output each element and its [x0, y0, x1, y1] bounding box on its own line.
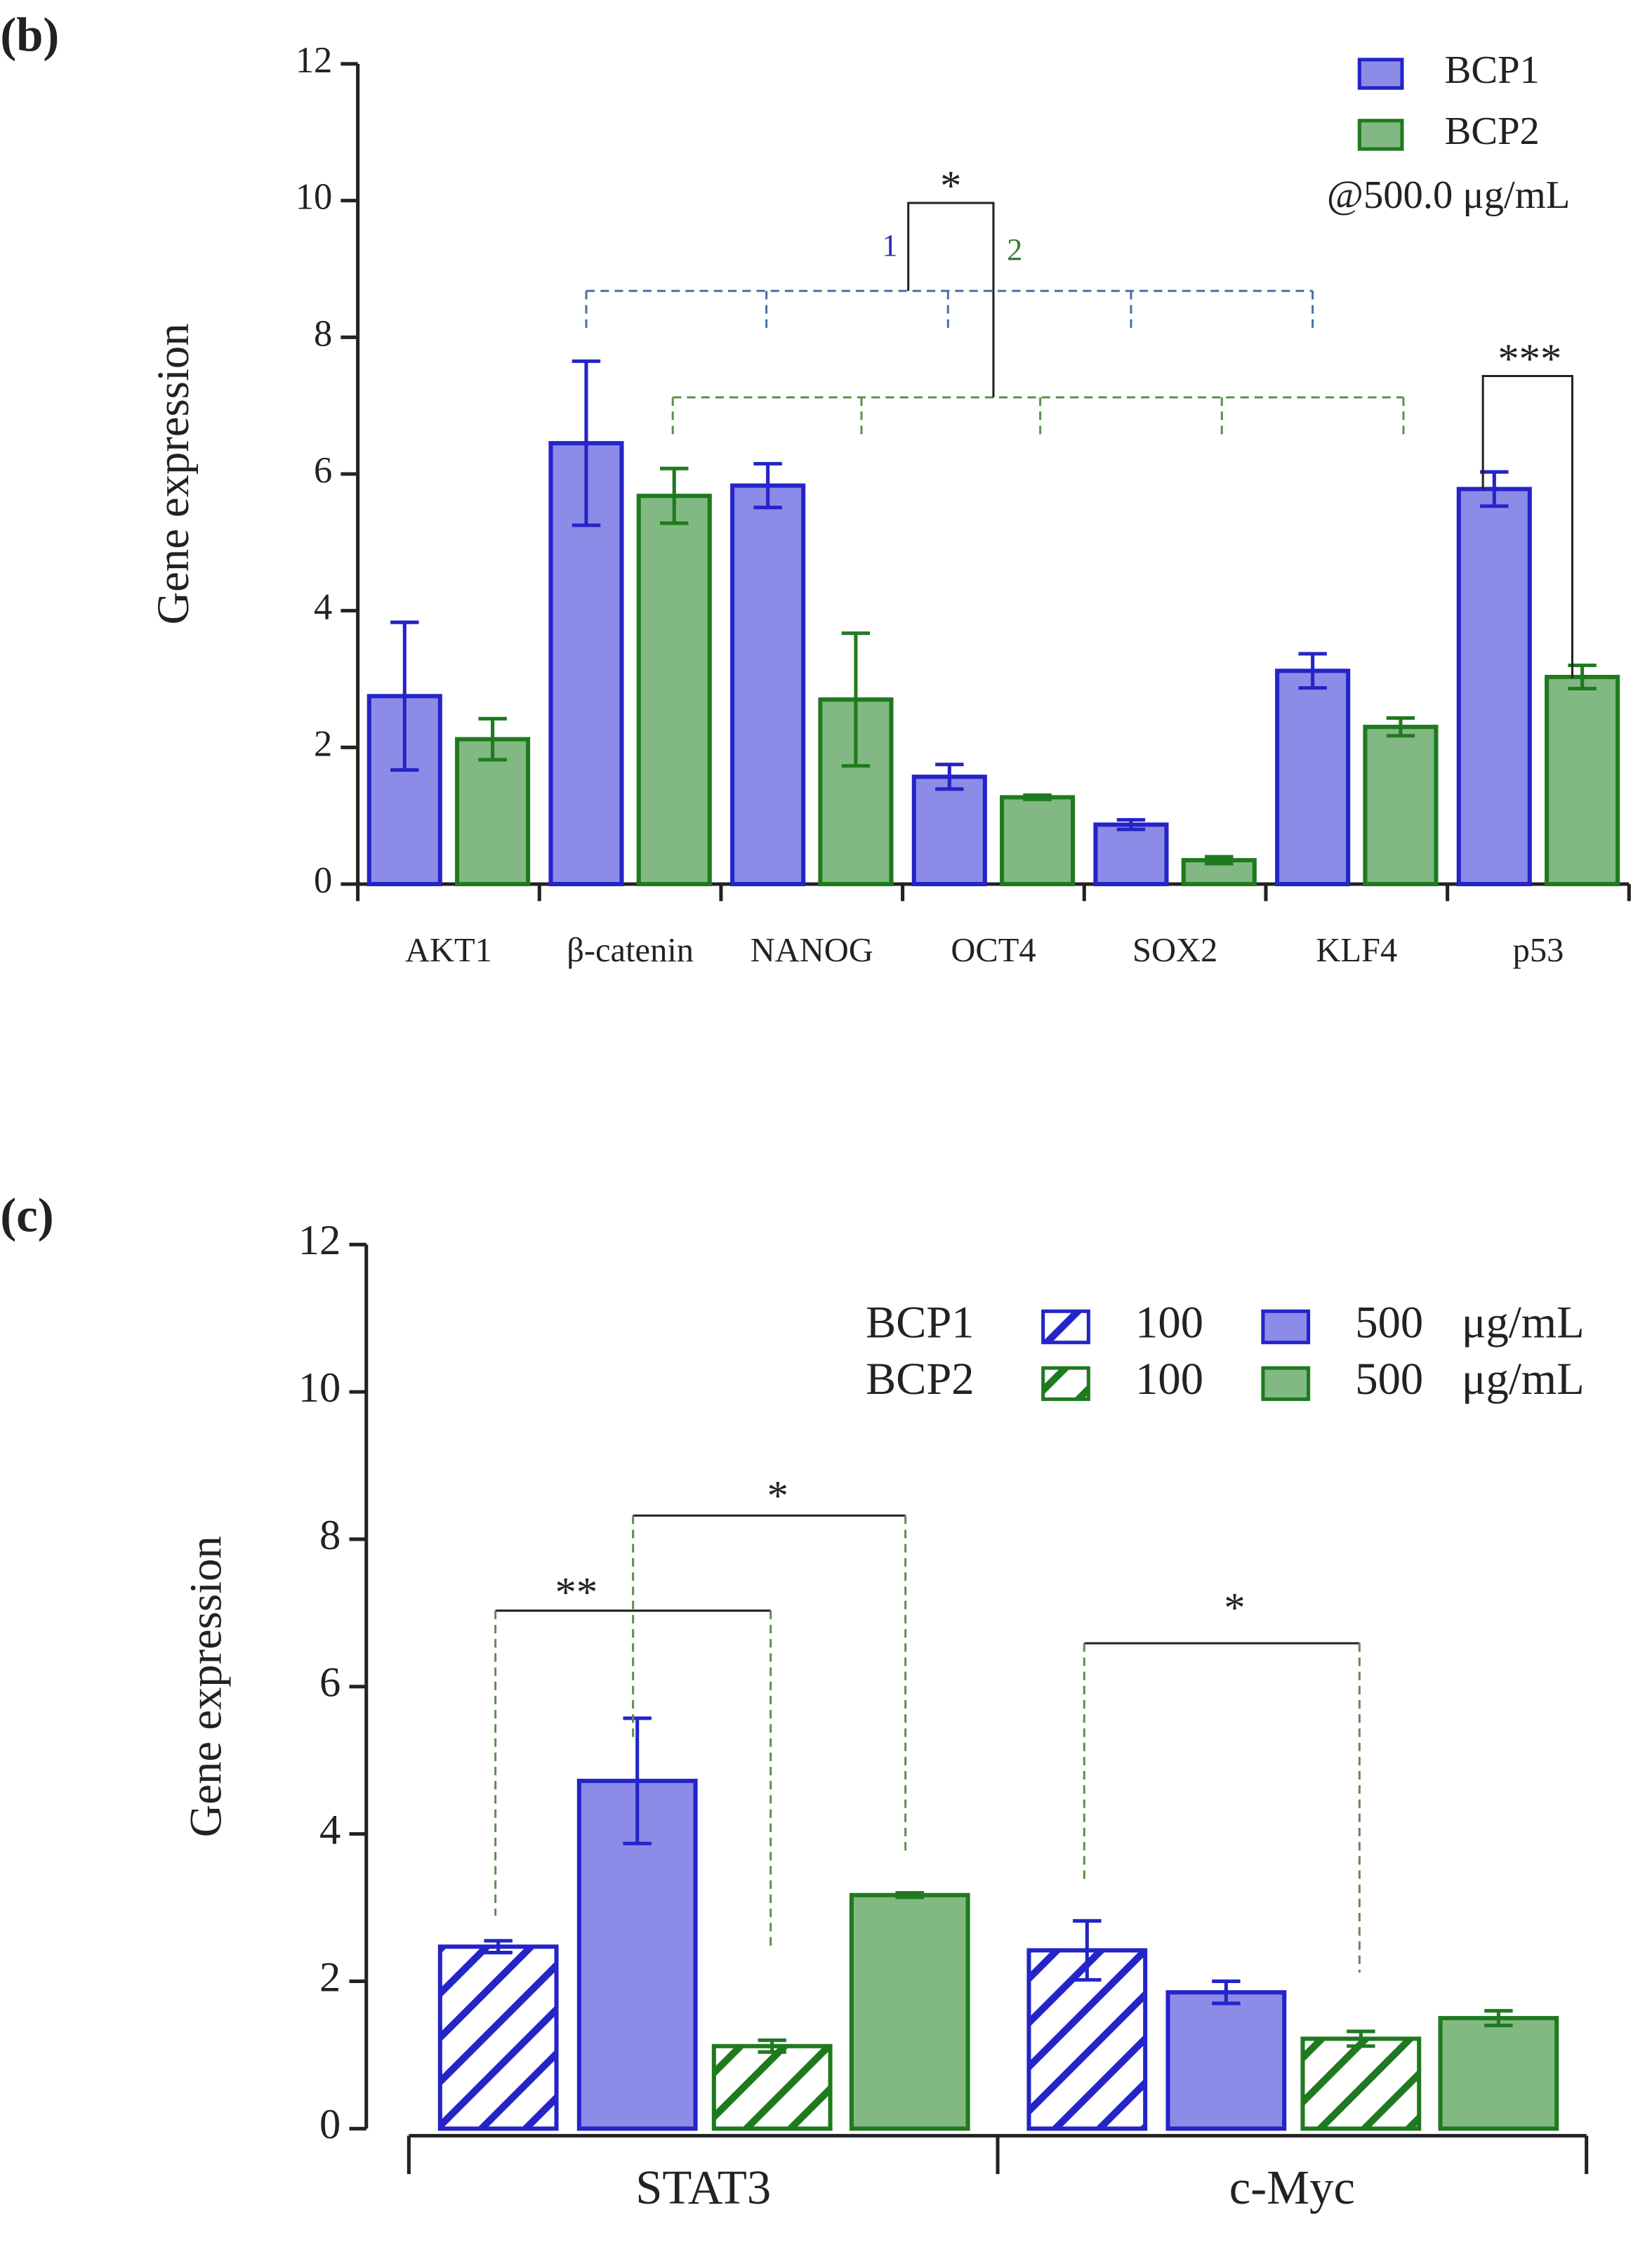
y-tick-label: 2: [314, 723, 332, 764]
annotation: **: [555, 1569, 598, 1616]
y-tick-label: 0: [314, 860, 332, 901]
y-tick-label: 10: [296, 177, 333, 218]
error-bar: [623, 1716, 652, 1845]
legend-swatch: [1261, 1366, 1311, 1402]
y-tick-label: 12: [298, 1217, 341, 1264]
error-bar: [390, 620, 419, 772]
legend-label: μg/mL: [1462, 1296, 1585, 1347]
error-bar: [1298, 652, 1327, 690]
error-bar: [1023, 793, 1052, 801]
x-tick-label: SOX2: [1132, 932, 1217, 969]
bar: [1275, 669, 1351, 887]
x-tick-label: c-Myc: [1229, 2161, 1355, 2214]
x-tick-label: KLF4: [1316, 932, 1397, 969]
bracket: [907, 202, 995, 397]
bracket: [1481, 375, 1573, 678]
annotation: ***: [1498, 336, 1561, 383]
y-axis-label: Gene expression: [180, 1536, 230, 1837]
error-bar: [1484, 2008, 1513, 2027]
y-tick-label: 6: [314, 450, 332, 491]
legend-label: 500: [1355, 1296, 1423, 1347]
error-bar: [1212, 1979, 1241, 2006]
legend-swatch: [1041, 1366, 1090, 1402]
x-tick-label: NANOG: [751, 932, 873, 969]
annotation: *: [767, 1473, 788, 1520]
y-tick-label: 6: [319, 1659, 341, 1706]
legend-swatch: [1357, 119, 1404, 151]
bar: [1093, 822, 1169, 887]
error-bar: [895, 1891, 924, 1900]
bar: [1000, 795, 1076, 887]
legend-label: BCP1: [866, 1296, 974, 1347]
error-bar: [1205, 855, 1234, 866]
error-bar: [1480, 470, 1509, 508]
error-bar: [484, 1939, 513, 1955]
panel-label: (c): [0, 1189, 53, 1242]
y-axis-label: Gene expression: [147, 323, 198, 624]
error-bar: [935, 763, 964, 791]
bar: [1438, 2015, 1559, 2131]
bar: [1300, 2036, 1422, 2131]
legend-label: BCP2: [1445, 110, 1540, 153]
error-bar: [1347, 2029, 1375, 2048]
legend-swatch: [1261, 1309, 1311, 1345]
bar: [1456, 487, 1532, 887]
y-tick-label: 4: [314, 587, 332, 628]
legend-swatch: [1357, 58, 1404, 90]
legend-label: μg/mL: [1462, 1353, 1585, 1404]
bar: [730, 483, 806, 887]
legend-note: @500.0 μg/mL: [1327, 173, 1570, 217]
bar: [849, 1892, 970, 2131]
annotation: 2: [1007, 232, 1022, 267]
error-bar: [1073, 1918, 1102, 1982]
error-bar: [1386, 716, 1415, 738]
x-tick-label: OCT4: [951, 932, 1036, 969]
y-tick-label: 0: [319, 2101, 341, 2148]
error-bar: [758, 2038, 786, 2054]
legend-swatch: [1041, 1309, 1090, 1345]
bar: [1363, 725, 1439, 887]
legend-label: BCP2: [866, 1353, 974, 1404]
legend-label: 100: [1135, 1353, 1203, 1404]
legend-label: 100: [1135, 1296, 1203, 1347]
bar: [711, 2043, 833, 2131]
y-tick-label: 8: [319, 1512, 341, 1559]
legend-label: 500: [1355, 1353, 1423, 1404]
y-tick-label: 4: [319, 1807, 341, 1854]
legend-label: BCP1: [1445, 48, 1540, 92]
bar: [636, 494, 712, 887]
error-bar: [841, 631, 871, 768]
x-tick-label: STAT3: [635, 2161, 771, 2214]
bar: [437, 1944, 559, 2131]
error-bar: [478, 716, 507, 762]
x-tick-label: AKT1: [405, 932, 492, 969]
x-tick-label: p53: [1513, 932, 1564, 969]
y-tick-label: 8: [314, 313, 332, 354]
error-bar: [1116, 817, 1146, 831]
y-tick-label: 2: [319, 1954, 341, 2001]
error-bar: [753, 461, 782, 510]
bar: [911, 775, 987, 887]
panel-label: (b): [0, 8, 59, 61]
x-tick-label: β-catenin: [567, 932, 694, 969]
annotation: 1: [882, 228, 897, 263]
annotation: *: [940, 163, 961, 210]
error-bar: [660, 466, 689, 525]
y-tick-label: 12: [296, 40, 333, 81]
bar: [1545, 675, 1620, 887]
y-tick-label: 10: [298, 1364, 341, 1411]
annotation: *: [1224, 1585, 1245, 1632]
error-bar: [571, 359, 601, 527]
bar: [1165, 1990, 1287, 2131]
